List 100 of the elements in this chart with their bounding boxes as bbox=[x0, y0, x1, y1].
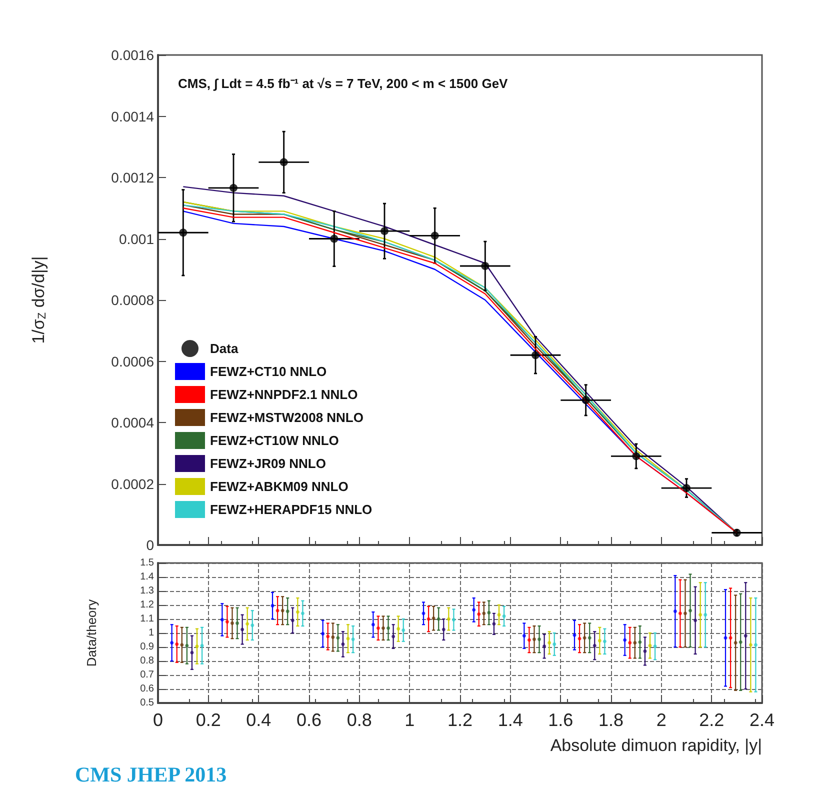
x-tick-label: 0.4 bbox=[246, 710, 272, 730]
point bbox=[724, 636, 728, 640]
point bbox=[728, 636, 732, 640]
point bbox=[643, 649, 647, 653]
point bbox=[602, 640, 606, 644]
point bbox=[502, 614, 506, 618]
point bbox=[648, 644, 652, 648]
point bbox=[326, 634, 330, 638]
point bbox=[286, 610, 290, 614]
point bbox=[230, 621, 234, 625]
point bbox=[185, 644, 189, 648]
x-tick-label: 0.8 bbox=[346, 710, 372, 730]
point bbox=[492, 622, 496, 626]
point bbox=[270, 604, 274, 608]
x-tick-label: 0.6 bbox=[296, 710, 322, 730]
legend-label: FEWZ+MSTW2008 NNLO bbox=[210, 410, 364, 425]
x-tick-label: 1 bbox=[404, 710, 415, 730]
point bbox=[582, 636, 586, 640]
y-tick-label: 0.0014 bbox=[111, 108, 154, 124]
point bbox=[694, 618, 698, 622]
point bbox=[276, 608, 280, 612]
point bbox=[527, 638, 531, 642]
y-tick-label: 0.0008 bbox=[111, 292, 154, 308]
point bbox=[330, 234, 338, 243]
point bbox=[632, 452, 640, 460]
y-tick-label: 0.8 bbox=[140, 656, 154, 666]
point bbox=[236, 621, 240, 625]
point bbox=[481, 262, 490, 270]
point bbox=[376, 626, 380, 630]
y-tick-label: 0.6 bbox=[140, 684, 154, 694]
point bbox=[396, 627, 400, 631]
point bbox=[683, 612, 687, 616]
point bbox=[633, 641, 637, 645]
point bbox=[179, 228, 188, 237]
point bbox=[200, 644, 204, 648]
point bbox=[592, 644, 596, 648]
point bbox=[392, 634, 396, 638]
point bbox=[446, 617, 450, 621]
point bbox=[371, 622, 375, 626]
y-tick-label: 0.0016 bbox=[111, 47, 154, 63]
point bbox=[250, 624, 254, 628]
point bbox=[748, 643, 752, 647]
y-tick-label: 1.1 bbox=[140, 614, 154, 624]
point bbox=[190, 650, 194, 654]
point bbox=[532, 351, 540, 360]
point bbox=[688, 608, 692, 612]
y-tick-label: 0.5 bbox=[140, 698, 154, 708]
point bbox=[653, 644, 657, 648]
point bbox=[351, 638, 355, 642]
point bbox=[542, 644, 546, 648]
point bbox=[280, 158, 288, 166]
legend-label: FEWZ+HERAPDF15 NNLO bbox=[210, 502, 372, 517]
x-tick-label: 2 bbox=[656, 710, 666, 730]
point bbox=[225, 620, 229, 624]
point bbox=[195, 644, 199, 648]
point bbox=[346, 636, 350, 640]
point bbox=[532, 638, 536, 642]
y-tick-label: 1.2 bbox=[140, 600, 154, 610]
point bbox=[732, 528, 741, 537]
point bbox=[744, 634, 748, 638]
point bbox=[442, 628, 446, 632]
legend-label: Data bbox=[210, 341, 239, 356]
point bbox=[638, 640, 642, 644]
point bbox=[598, 638, 602, 642]
point bbox=[673, 610, 677, 614]
point bbox=[477, 612, 481, 616]
point bbox=[472, 608, 476, 612]
point bbox=[704, 613, 708, 617]
point bbox=[754, 643, 758, 647]
point bbox=[432, 616, 436, 620]
point bbox=[380, 227, 388, 236]
y-tick-label: 0.7 bbox=[140, 670, 154, 680]
point bbox=[582, 396, 590, 404]
point bbox=[220, 618, 224, 622]
point bbox=[296, 610, 300, 614]
point bbox=[578, 636, 582, 640]
point bbox=[682, 484, 690, 492]
legend-label: FEWZ+CT10 NNLO bbox=[210, 364, 327, 379]
legend-label: FEWZ+NNPDF2.1 NNLO bbox=[210, 387, 358, 402]
y-tick-label: 0.9 bbox=[140, 642, 154, 652]
x-tick-label: 1.6 bbox=[548, 710, 574, 730]
y-axis-title: Data/theory bbox=[84, 598, 99, 667]
point bbox=[628, 641, 632, 645]
point bbox=[487, 610, 491, 614]
legend-label: FEWZ+ABKM09 NNLO bbox=[210, 479, 348, 494]
x-tick-label: 1.2 bbox=[447, 710, 473, 730]
x-tick-label: 0.2 bbox=[196, 710, 221, 730]
point bbox=[552, 642, 556, 646]
point bbox=[452, 618, 456, 622]
point bbox=[430, 232, 439, 240]
x-tick-label: 1.4 bbox=[498, 710, 523, 730]
y-tick-label: 1.3 bbox=[140, 586, 154, 596]
point bbox=[402, 628, 406, 632]
y-tick-label: 1.5 bbox=[140, 558, 154, 568]
point bbox=[497, 613, 501, 617]
point bbox=[175, 642, 179, 646]
point bbox=[734, 641, 738, 645]
point bbox=[300, 612, 304, 616]
y-tick-label: 0.0004 bbox=[111, 414, 154, 430]
point bbox=[572, 633, 576, 637]
